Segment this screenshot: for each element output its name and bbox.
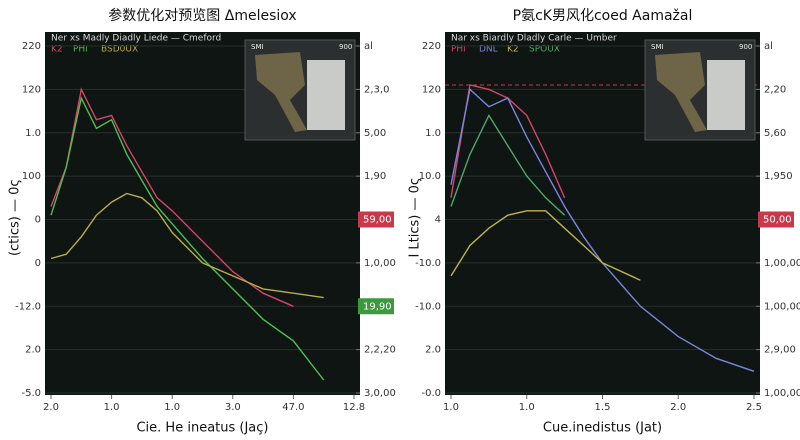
x-axis-title: Cie. He ineatus (Jaç) [136, 421, 268, 436]
y2-tick-label: 2,20 [764, 84, 786, 95]
series-line [50, 87, 294, 307]
y2-tick-label: 3,0,00 [364, 388, 396, 399]
series-line [50, 192, 324, 299]
inset-label: SMI [651, 43, 664, 51]
y-tick-label: -10.0 [415, 301, 441, 312]
y2-tick-label: 2,2,20 [364, 345, 396, 356]
y2-tick-label: 1,00,00 [764, 301, 800, 312]
x-tick-label: 1.5 [595, 402, 611, 413]
legend-entry: K2 [51, 45, 63, 55]
inset-panel [707, 60, 745, 130]
chart-panel: P氨cK男风化coed Aamažal Nar xs Biardly Dladly… [408, 8, 800, 436]
y-tick-label: 1.0 [425, 128, 441, 139]
y-tick-label: -12.0 [15, 301, 41, 312]
y2-tick-label: 1,00,00 [764, 388, 800, 399]
x-tick-label: 1.0 [164, 402, 180, 413]
y2-tick-label: 5,60 [764, 128, 786, 139]
legend-title: Ner xs Madly Diadly Liede — Cmeford [51, 34, 221, 44]
legend-entry: DNL [479, 45, 498, 55]
inset-panel [307, 60, 345, 130]
y-tick-label: -0.0 [421, 388, 441, 399]
y-tick-label: 10.0 [419, 171, 441, 182]
y2-tick-label: 1,0,00 [364, 258, 396, 269]
y2-tick-label: 1,90 [364, 171, 386, 182]
y-tick-label: 2.0 [425, 345, 441, 356]
series-line [50, 96, 325, 381]
y2-tick-label: 1,950 [764, 171, 793, 182]
price-marker-label: 50,00 [763, 215, 792, 226]
price-marker [358, 298, 394, 315]
inset-label: 900 [339, 43, 352, 51]
inset-land [255, 52, 307, 132]
y-tick-label: -10.0 [415, 258, 441, 269]
y-tick-label: 1.0 [25, 128, 41, 139]
inset-label: SMI [251, 43, 264, 51]
price-marker-label: 59,00 [363, 215, 392, 226]
inset-label: 900 [739, 43, 752, 51]
price-marker [358, 211, 394, 228]
price-marker [758, 211, 794, 228]
y2-tick-label: 5,00 [364, 128, 386, 139]
x-axis-title: Cue.inedistus (Jat) [543, 421, 662, 436]
y-tick-label: -5.0 [21, 388, 41, 399]
price-marker-label: 19,90 [363, 301, 392, 312]
y-tick-label: 100 [22, 171, 41, 182]
chart-title: 参数优化对预览图 Δmelesiox [108, 7, 296, 24]
x-tick-label: 1.0 [443, 402, 459, 413]
y-axis-title: (ctics) — 0ς [8, 179, 23, 256]
y-tick-label: 120 [22, 84, 41, 95]
x-tick-label: 1.0 [519, 402, 535, 413]
x-tick-label: 12.8 [343, 402, 365, 413]
x-tick-label: 1.0 [104, 402, 120, 413]
y-tick-label: 4 [435, 215, 441, 226]
y-tick-label: 220 [22, 41, 41, 52]
y2-tick-label: 2,9,00 [764, 345, 796, 356]
series-line [450, 210, 641, 281]
y-tick-label: 2.0 [25, 345, 41, 356]
legend-entry: BSD0UX [101, 45, 138, 55]
y-tick-label: 0 [35, 215, 41, 226]
series-line [450, 88, 755, 372]
y-tick-label: 120 [422, 84, 441, 95]
y2-tick-label: 2,3,0 [364, 84, 389, 95]
y2-tick-label: 1,00,00 [764, 258, 800, 269]
y-tick-label: 220 [422, 41, 441, 52]
y-tick-label: 0 [35, 258, 41, 269]
x-tick-label: 47.0 [282, 402, 304, 413]
x-tick-label: 2.0 [43, 402, 59, 413]
chart-panel: 参数优化对预览图 Δmelesiox Ner xs Madly Diadly Li… [8, 7, 396, 436]
legend-entry: K2 [507, 45, 519, 55]
x-tick-label: 2.5 [746, 402, 762, 413]
legend-title: Nar xs Biardly Dladly Carle — Umber [451, 34, 617, 44]
x-tick-label: 3.0 [225, 402, 241, 413]
legend-entry: PHı [451, 45, 466, 55]
y-axis-title: Ι Ltics) — 0ς [408, 177, 423, 257]
x-tick-label: 2.0 [670, 402, 686, 413]
legend-entry: PHı [73, 45, 88, 55]
y2-tick-label: al [764, 41, 773, 52]
inset-land [655, 52, 707, 132]
chart-title: P氨cK男风化coed Aamažal [513, 8, 693, 24]
series-line [450, 113, 566, 216]
legend-entry: SPOUX [529, 45, 560, 55]
y2-tick-label: al [364, 41, 373, 52]
